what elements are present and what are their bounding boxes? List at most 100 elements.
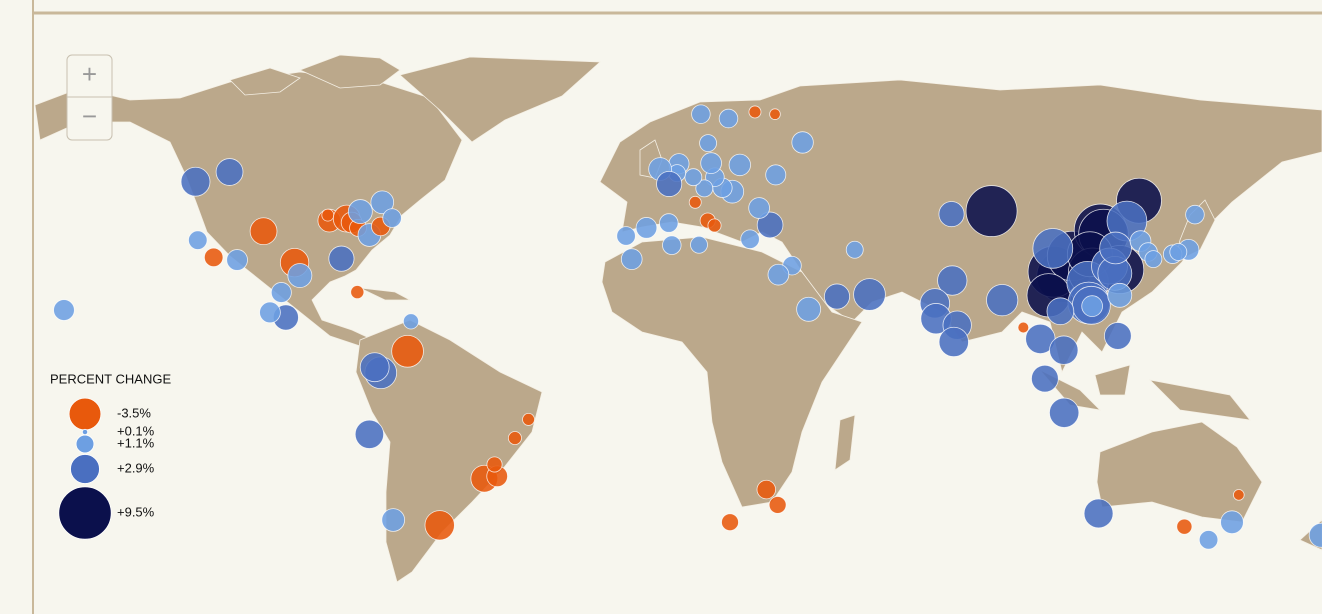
city-bubble <box>707 218 722 233</box>
city-bubble <box>684 168 703 187</box>
legend-swatch <box>68 397 102 431</box>
city-bubble <box>938 201 965 228</box>
city-bubble <box>1099 231 1132 265</box>
city-bubble <box>1017 321 1030 334</box>
city-bubble <box>845 240 864 259</box>
city-bubble <box>359 352 390 383</box>
city-bubble <box>1185 204 1205 225</box>
arctic-islands <box>229 54 401 96</box>
city-bubble <box>354 419 385 449</box>
city-bubble <box>1308 522 1322 548</box>
city-bubble <box>259 301 281 324</box>
zoom-out[interactable]: − <box>82 101 97 131</box>
city-bubble <box>728 153 751 177</box>
city-bubble <box>691 104 711 124</box>
city-bubble <box>659 213 679 233</box>
city-bubble <box>1233 489 1245 501</box>
city-bubble <box>1104 322 1132 350</box>
legend-label: +9.5% <box>117 504 155 519</box>
city-bubble <box>180 166 211 197</box>
city-bubble <box>270 282 292 303</box>
zoom-in[interactable]: + <box>82 59 97 89</box>
city-bubble <box>370 190 395 215</box>
city-bubble <box>402 313 419 330</box>
city-bubble <box>635 217 658 239</box>
madagascar <box>834 414 856 471</box>
city-bubble <box>986 284 1019 317</box>
city-bubble <box>1083 498 1114 529</box>
city-bubble <box>226 249 248 271</box>
city-bubble <box>1144 250 1163 269</box>
legend-swatch <box>81 428 89 436</box>
city-bubble <box>424 510 455 541</box>
city-bubble <box>656 170 683 197</box>
city-bubble <box>1032 228 1074 269</box>
indonesia <box>1039 364 1251 421</box>
city-bubble <box>1198 530 1219 550</box>
city-bubble <box>616 226 636 246</box>
africa <box>601 236 863 508</box>
city-bubble <box>765 164 787 186</box>
city-bubble <box>188 230 208 250</box>
city-bubble <box>748 105 762 119</box>
city-bubble <box>768 496 787 514</box>
city-bubble <box>391 334 424 368</box>
city-bubble <box>381 508 406 532</box>
city-bubble <box>350 285 365 300</box>
city-bubble <box>1081 295 1103 317</box>
city-bubble <box>321 208 335 222</box>
city-bubble <box>215 158 244 186</box>
city-bubble <box>1176 518 1193 535</box>
city-bubble <box>791 131 814 154</box>
legend-label: +0.1% <box>117 423 155 438</box>
land <box>34 54 1322 583</box>
city-bubble <box>853 278 886 311</box>
city-bubble <box>347 199 373 224</box>
city-bubble <box>938 326 969 358</box>
city-bubble <box>249 217 278 246</box>
city-bubble <box>203 247 224 268</box>
city-bubble <box>718 108 739 129</box>
city-bubble <box>620 248 643 270</box>
city-bubble <box>53 299 75 321</box>
legend-label: -3.5% <box>117 405 151 420</box>
city-bubble <box>382 208 402 228</box>
legend-label: +1.1% <box>117 435 155 450</box>
city-bubble <box>965 185 1018 237</box>
city-bubble <box>796 296 822 322</box>
legend-swatch <box>70 454 100 484</box>
city-bubble <box>767 263 790 286</box>
legend-title: PERCENT CHANGE <box>50 371 171 386</box>
city-bubble <box>662 235 682 255</box>
city-bubble <box>522 413 535 426</box>
cuba <box>359 287 411 301</box>
bubbles <box>53 104 1322 550</box>
city-bubble <box>740 229 760 249</box>
zoom-control: + − <box>66 54 113 141</box>
city-bubble <box>756 479 777 500</box>
legend: PERCENT CHANGE -3.5% +0.1%+1.1% +2.9% +9.5% <box>50 371 171 540</box>
city-bubble <box>486 456 503 473</box>
city-bubble <box>721 513 739 532</box>
city-bubble <box>937 265 968 296</box>
city-bubble <box>695 179 714 198</box>
city-bubble <box>328 245 355 272</box>
city-bubble <box>748 197 770 219</box>
city-bubble <box>1169 243 1188 261</box>
city-bubble <box>688 195 702 209</box>
city-bubble <box>699 134 717 152</box>
city-bubble <box>1049 335 1079 365</box>
city-bubble <box>1031 364 1059 393</box>
city-bubble <box>690 235 708 254</box>
city-bubble <box>700 152 722 174</box>
city-bubble <box>507 431 522 446</box>
city-bubble <box>756 211 784 239</box>
city-bubble <box>769 108 781 120</box>
greenland <box>399 56 602 143</box>
city-bubble <box>823 283 850 310</box>
city-bubble <box>1107 282 1133 308</box>
city-bubble <box>287 263 313 288</box>
legend-swatch <box>58 486 112 540</box>
